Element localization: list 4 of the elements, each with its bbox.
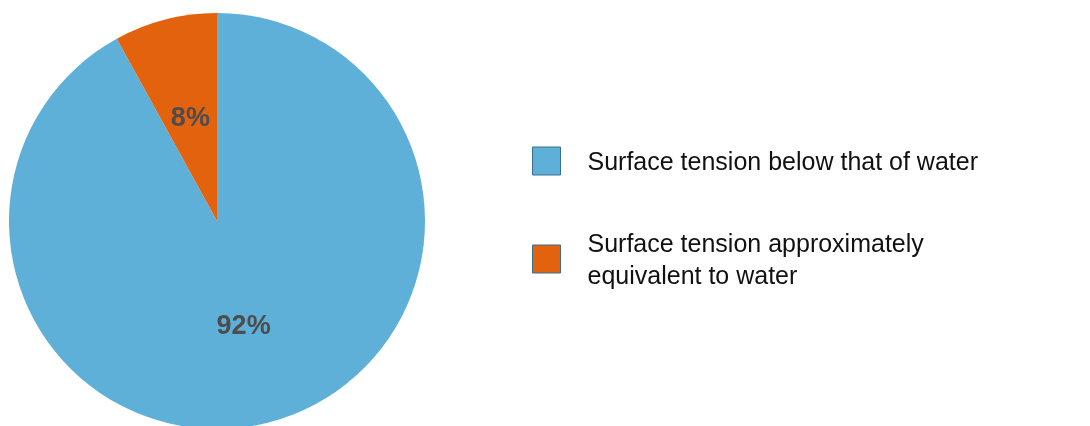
legend-label: Surface tension approximately equivalent to water [587,229,931,289]
data-label: 8% [170,102,210,133]
legend-label: Surface tension below that of water [587,147,979,175]
data-label: 92% [216,309,271,340]
